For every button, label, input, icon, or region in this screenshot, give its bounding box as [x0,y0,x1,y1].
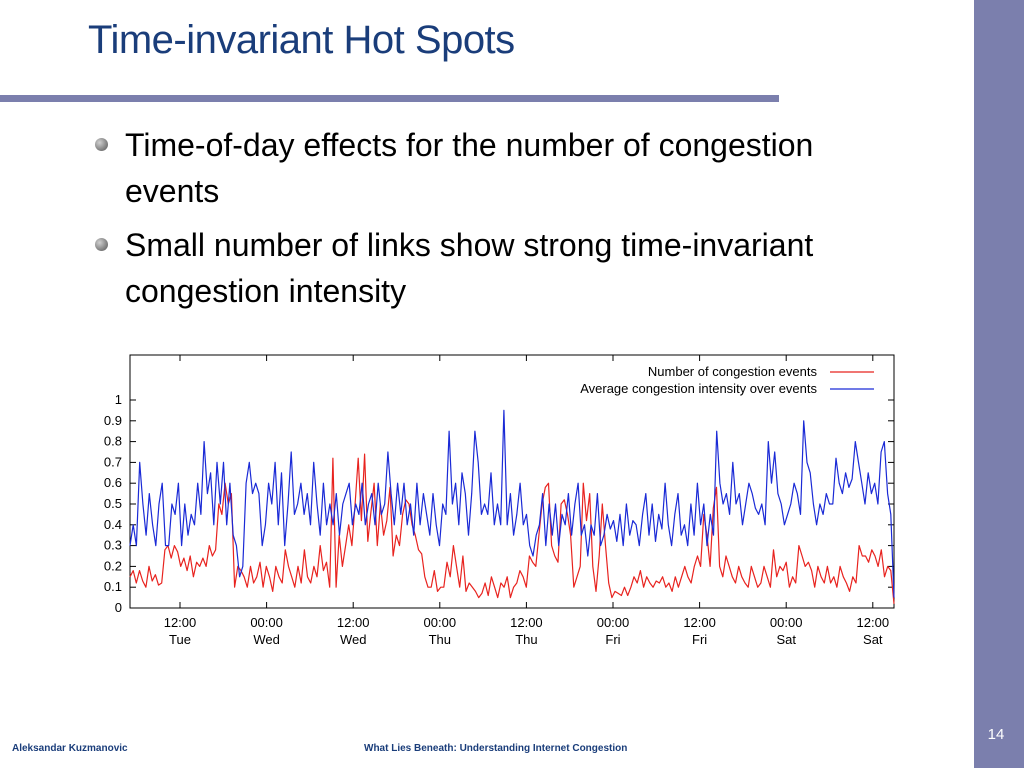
x-tick-time-label: 12:00 [857,615,890,630]
y-axis: 0 0.1 0.2 0.3 0.4 0.5 0.6 0.7 0.8 0.9 1 [104,392,894,615]
congestion-chart: 0 0.1 0.2 0.3 0.4 0.5 0.6 0.7 0.8 0.9 1 12:00 Tue 00… [90,350,900,655]
y-tick-label: 0.4 [104,517,122,532]
bullet-text: Time-of-day effects for the number of co… [125,127,814,209]
y-tick-label: 0.9 [104,413,122,428]
x-tick-time-label: 00:00 [597,615,630,630]
bullet-icon [95,138,108,151]
x-tick-time-label: 00:00 [250,615,283,630]
chart-svg: 0 0.1 0.2 0.3 0.4 0.5 0.6 0.7 0.8 0.9 1 12:00 Tue 00… [104,354,895,647]
x-tick-day-label: Thu [515,632,537,647]
series-group [129,409,895,604]
footer-author: Aleksandar Kuzmanovic [12,743,128,754]
y-tick-label: 0.5 [104,496,122,511]
x-tick-day-label: Wed [253,632,280,647]
x-tick-time-label: 00:00 [770,615,803,630]
y-tick-label: 0.6 [104,475,122,490]
x-tick-day-label: Fri [605,632,620,647]
bullet-list: Time-of-day effects for the number of co… [95,122,855,322]
x-tick-time-label: 12:00 [510,615,543,630]
x-tick-time-label: 00:00 [424,615,457,630]
legend: Number of congestion events Average conge… [580,364,874,396]
title-underline [0,95,779,102]
page-number: 14 [987,726,1005,743]
y-tick-label: 1 [115,392,122,407]
x-tick-day-label: Sat [863,632,883,647]
x-tick-day-label: Wed [340,632,367,647]
bullet-text: Small number of links show strong time-i… [125,227,814,309]
legend-label: Number of congestion events [648,364,818,379]
bullet-item: Small number of links show strong time-i… [95,222,855,314]
y-tick-label: 0.1 [104,579,122,594]
footer-title: What Lies Beneath: Understanding Interne… [364,743,628,754]
x-tick-day-label: Thu [429,632,451,647]
y-tick-label: 0.3 [104,538,122,553]
accent-band [974,0,1024,768]
legend-label: Average congestion intensity over events [580,381,817,396]
y-tick-label: 0.7 [104,454,122,469]
x-tick-time-label: 12:00 [164,615,197,630]
bullet-item: Time-of-day effects for the number of co… [95,122,855,214]
series-line-congestion-intensity [129,409,895,598]
x-tick-time-label: 12:00 [337,615,370,630]
series-line-congestion-events [129,453,895,604]
x-tick-time-label: 12:00 [683,615,716,630]
x-axis: 12:00 Tue 00:00 Wed 12:00 Wed 00:00 Thu 12:00 Thu… [164,355,889,647]
y-tick-label: 0.8 [104,434,122,449]
bullet-icon [95,238,108,251]
x-tick-day-label: Fri [692,632,707,647]
slide-title: Time-invariant Hot Spots [88,18,515,62]
x-tick-day-label: Tue [169,632,191,647]
x-tick-day-label: Sat [776,632,796,647]
y-tick-label: 0 [115,600,122,615]
y-tick-label: 0.2 [104,558,122,573]
